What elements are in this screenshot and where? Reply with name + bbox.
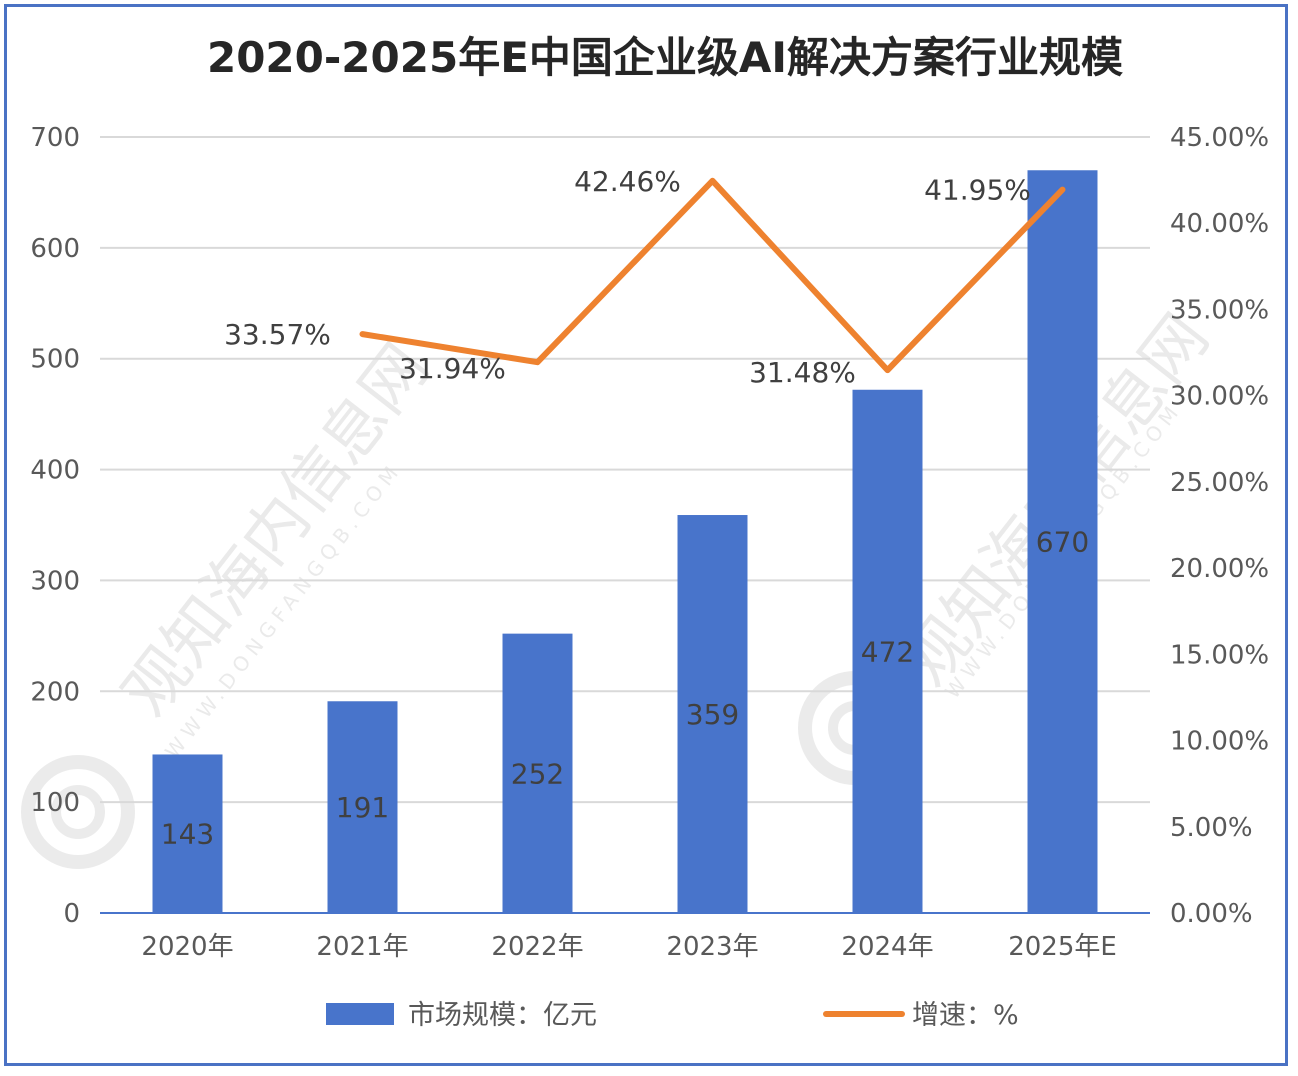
right-axis-tick-label: 5.00%	[1170, 813, 1253, 843]
left-axis-tick-label: 0	[63, 899, 80, 929]
right-axis-tick-label: 45.00%	[1170, 123, 1269, 153]
bar-value-label: 191	[336, 791, 389, 824]
bar	[1027, 170, 1098, 913]
watermark-logo-left-inner	[51, 785, 105, 839]
watermark-text-left: 观知海内信息网	[109, 331, 443, 730]
bar	[677, 515, 748, 913]
left-axis-tick-label: 700	[30, 123, 80, 153]
x-axis-category-label: 2025年E	[1008, 932, 1117, 962]
data-labels: 143 191 252 359 472 670 33.57% 31.94% 42.46% 31.4…	[161, 165, 1089, 851]
legend-bar-label: 市场规模：亿元	[408, 1000, 597, 1031]
left-axis-tick-label: 500	[30, 345, 80, 375]
x-axis-category-label: 2021年	[316, 932, 408, 962]
right-axis-tick-label: 25.00%	[1170, 468, 1269, 498]
growth-line-series	[359, 177, 1066, 374]
right-axis-tick-label: 35.00%	[1170, 295, 1269, 325]
bar-series	[152, 170, 1098, 913]
line-value-label: 42.46%	[574, 165, 681, 198]
x-axis-category-label: 2024年	[841, 932, 933, 962]
bar	[502, 633, 573, 913]
left-axis-tick-label: 300	[30, 566, 80, 596]
right-axis-tick-label: 40.00%	[1170, 209, 1269, 239]
bar-value-label: 472	[861, 635, 914, 668]
gridlines	[100, 136, 1150, 804]
bar-value-label: 252	[511, 757, 564, 790]
growth-line	[359, 177, 1066, 374]
chart-title: 2020-2025年E中国企业级AI解决方案行业规模	[207, 33, 1123, 82]
x-axis-category-label: 2020年	[141, 932, 233, 962]
left-axis-tick-label: 100	[30, 788, 80, 818]
right-axis-tick-label: 10.00%	[1170, 727, 1269, 757]
left-axis-tick-label: 600	[30, 234, 80, 264]
line-value-label: 33.57%	[224, 318, 331, 351]
right-axis-tick-label: 30.00%	[1170, 382, 1269, 412]
left-axis-tick-label: 200	[30, 677, 80, 707]
bar	[152, 754, 223, 913]
right-axis-tick-label: 20.00%	[1170, 554, 1269, 584]
line-value-label: 31.48%	[749, 356, 856, 389]
legend-bar-swatch	[326, 1003, 394, 1025]
legend: 市场规模：亿元 增速：%	[326, 1000, 1019, 1031]
bar-value-label: 670	[1036, 526, 1089, 559]
bar	[852, 389, 923, 913]
bar-value-label: 143	[161, 818, 214, 851]
x-axis-category-label: 2022年	[491, 932, 583, 962]
right-axis-tick-label: 15.00%	[1170, 640, 1269, 670]
watermark-logo-left	[21, 755, 135, 869]
line-value-label: 31.94%	[399, 352, 506, 385]
bar-value-label: 359	[686, 698, 739, 731]
left-axis-tick-label: 400	[30, 456, 80, 486]
axes: 0 100 200 300 400 500 600 700 0.00% 5.00% 10.00% 15…	[30, 123, 1269, 962]
x-axis-category-label: 2023年	[666, 932, 758, 962]
legend-line-label: 增速：%	[912, 1000, 1019, 1031]
bar	[327, 701, 398, 913]
right-axis-tick-label: 0.00%	[1170, 899, 1253, 929]
line-value-label: 41.95%	[924, 174, 1031, 207]
